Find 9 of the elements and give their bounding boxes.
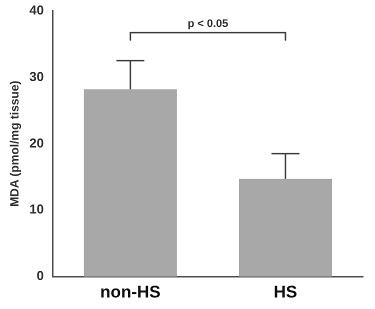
x-tick-label: non-HS (100, 282, 161, 302)
y-tick-label: 30 (29, 68, 44, 84)
y-tick-label: 0 (36, 268, 44, 284)
y-tick-label: 20 (29, 135, 44, 150)
y-tick-label: 10 (29, 202, 44, 217)
annotation: p < 0.05 (188, 18, 228, 30)
x-tick-label: HS (274, 282, 298, 302)
y-axis-title: MDA (pmol/mg tissue) (8, 80, 22, 207)
y-tick-label: 40 (29, 2, 44, 18)
